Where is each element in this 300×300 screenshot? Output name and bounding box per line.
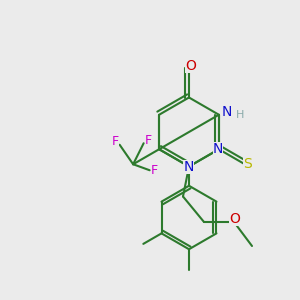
Text: F: F [145, 134, 152, 147]
Text: H: H [236, 110, 245, 120]
Text: N: N [222, 105, 232, 119]
Text: O: O [185, 59, 196, 73]
Text: F: F [112, 135, 119, 148]
Text: F: F [151, 164, 158, 177]
Text: O: O [229, 212, 240, 226]
Text: S: S [244, 157, 252, 171]
Text: N: N [213, 142, 224, 156]
Text: N: N [183, 160, 194, 173]
